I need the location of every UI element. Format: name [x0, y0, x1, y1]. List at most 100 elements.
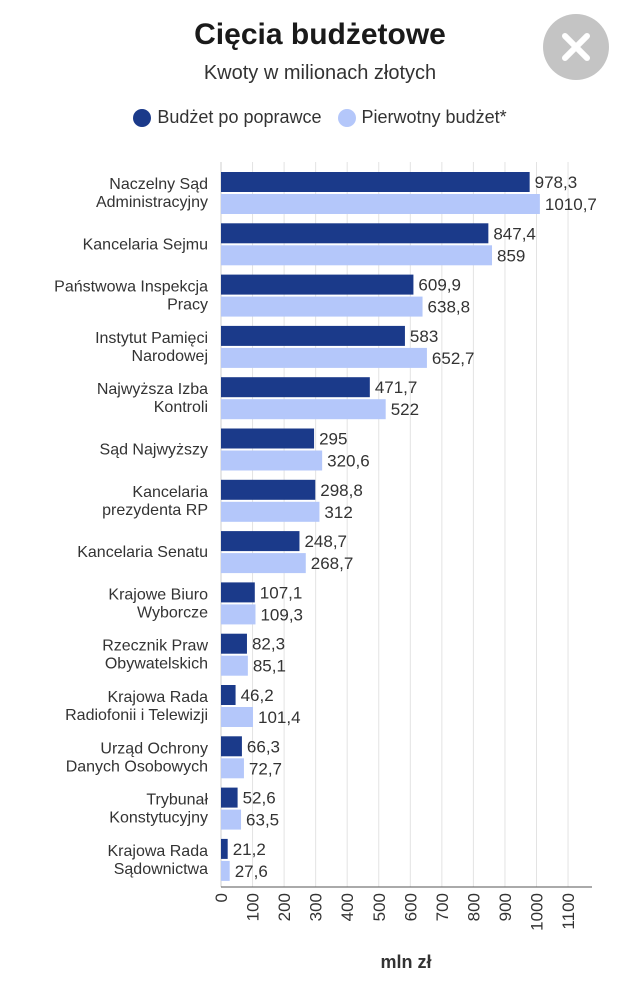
category-label: Sąd Najwyższy	[100, 442, 208, 459]
bar-after	[221, 736, 242, 757]
bar-after	[221, 479, 316, 500]
x-tick-label: 500	[370, 893, 389, 921]
category-label: Naczelny Sąd	[109, 176, 208, 193]
bar-original	[221, 347, 427, 368]
bar-original	[221, 450, 323, 471]
data-label: 21,2	[233, 840, 266, 859]
data-label: 27,6	[235, 862, 268, 881]
category-label: Narodowej	[132, 348, 208, 365]
category-label: Państwowa Inspekcja	[54, 279, 208, 296]
x-tick-label: 1100	[559, 893, 578, 930]
data-label: 82,3	[252, 635, 285, 654]
x-tick-label: 400	[338, 893, 357, 921]
bar-original	[221, 194, 540, 214]
x-tick-label: 800	[464, 893, 483, 921]
x-axis-title: mln zł	[380, 952, 431, 972]
bar-after	[221, 787, 238, 808]
data-label: 609,9	[418, 276, 461, 295]
data-label: 63,5	[246, 811, 279, 830]
data-label: 295	[319, 430, 347, 449]
category-label: Konstytucyjny	[109, 810, 208, 827]
x-tick-label: 0	[212, 893, 231, 902]
bar-original	[221, 707, 253, 727]
category-label: Wyborcze	[137, 604, 208, 621]
data-label: 652,7	[432, 349, 475, 368]
data-label: 46,2	[241, 686, 274, 705]
category-label: Danych Osobowych	[66, 758, 208, 775]
bar-after	[221, 172, 530, 192]
bar-after	[221, 428, 315, 449]
category-label: Krajowa Rada	[108, 843, 209, 860]
legend-swatch-after	[133, 108, 152, 127]
legend-item-after: Budżet po poprawce	[133, 107, 322, 128]
bar-after	[221, 377, 370, 398]
data-label: 847,4	[493, 224, 536, 243]
x-tick-label: 900	[496, 893, 515, 921]
data-label: 107,1	[260, 583, 303, 602]
category-label: Kancelaria Sejmu	[83, 236, 208, 253]
category-label: Administracyjny	[96, 194, 208, 211]
category-label: Radiofonii i Telewizji	[65, 707, 208, 724]
bar-original	[221, 860, 230, 881]
legend-label-after: Budżet po poprawce	[157, 107, 322, 127]
legend-swatch-original	[337, 108, 356, 127]
category-label: Urząd Ochrony	[100, 740, 208, 757]
bar-original	[221, 758, 244, 779]
category-label: Trybunał	[146, 792, 208, 809]
bar-original	[221, 655, 248, 676]
data-label: 522	[391, 400, 419, 419]
category-label: Krajowe Biuro	[108, 586, 208, 603]
data-label: 978,3	[535, 173, 578, 192]
bar-after	[221, 582, 255, 603]
category-label: Kancelaria	[132, 484, 208, 501]
data-label: 859	[497, 246, 525, 265]
data-label: 85,1	[253, 657, 286, 676]
bar-original	[221, 809, 242, 830]
category-label: Instytut Pamięci	[95, 330, 208, 347]
data-label: 320,6	[327, 452, 370, 471]
data-label: 638,8	[428, 298, 471, 317]
bar-after	[221, 325, 405, 346]
bar-after	[221, 838, 228, 859]
data-label: 268,7	[311, 554, 354, 573]
category-label: Pracy	[167, 297, 208, 314]
data-label: 109,3	[260, 605, 303, 624]
close-icon	[562, 33, 590, 61]
category-label: Rzecznik Praw	[102, 638, 208, 655]
data-label: 248,7	[304, 532, 347, 551]
bar-after	[221, 531, 300, 552]
bar-original	[221, 604, 256, 625]
x-tick-label: 100	[244, 893, 263, 921]
data-label: 101,4	[258, 708, 301, 727]
data-label: 583	[410, 327, 438, 346]
category-label: prezydenta RP	[102, 502, 208, 519]
x-tick-label: 1000	[528, 893, 547, 931]
data-label: 471,7	[375, 378, 418, 397]
x-tick-label: 600	[401, 893, 420, 921]
data-label: 312	[324, 503, 352, 522]
bar-after	[221, 633, 247, 654]
legend: Budżet po poprawce Pierwotny budżet*	[0, 107, 640, 128]
bar-after	[221, 685, 236, 705]
bar-original	[221, 501, 320, 522]
data-label: 52,6	[243, 789, 276, 808]
data-label: 66,3	[247, 737, 280, 756]
category-label: Kancelaria Senatu	[77, 544, 208, 561]
x-tick-label: 200	[275, 893, 294, 921]
legend-item-original: Pierwotny budżet*	[337, 107, 507, 128]
bar-original	[221, 553, 306, 574]
bar-after	[221, 274, 414, 295]
category-label: Krajowa Rada	[108, 689, 209, 706]
close-button[interactable]	[543, 14, 609, 80]
bar-after	[221, 223, 489, 244]
x-tick-label: 700	[433, 893, 452, 921]
x-tick-label: 300	[307, 893, 326, 921]
data-label: 298,8	[320, 481, 363, 500]
data-label: 72,7	[249, 759, 282, 778]
bar-original	[221, 245, 493, 266]
data-label: 1010,7	[545, 195, 597, 214]
bar-original	[221, 399, 386, 420]
chart-subtitle: Kwoty w milionach złotych	[203, 62, 437, 84]
category-label: Sądownictwa	[114, 861, 208, 878]
category-label: Obywatelskich	[105, 656, 208, 673]
